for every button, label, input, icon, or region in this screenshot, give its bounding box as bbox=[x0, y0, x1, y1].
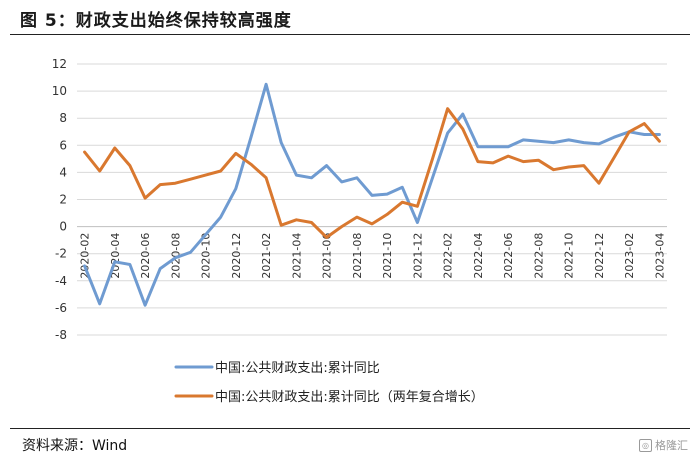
x-tick-label: 2020-06 bbox=[139, 233, 152, 279]
x-tick-label: 2021-06 bbox=[321, 233, 334, 279]
x-tick-label: 2022-04 bbox=[472, 233, 485, 279]
x-tick-label: 2023-02 bbox=[623, 233, 636, 279]
legend-label: 中国:公共财政支出:累计同比 bbox=[215, 361, 380, 376]
y-tick-label: 12 bbox=[52, 57, 67, 71]
y-tick-label: 6 bbox=[59, 138, 67, 152]
y-tick-label: -6 bbox=[55, 301, 67, 315]
bottom-rule bbox=[10, 428, 690, 429]
y-tick-label: -8 bbox=[55, 328, 67, 342]
series-line-2 bbox=[83, 107, 661, 239]
watermark-text: 格隆汇 bbox=[655, 439, 688, 452]
series-line-1 bbox=[83, 82, 661, 307]
x-tick-label: 2021-12 bbox=[411, 233, 424, 279]
watermark-logo-icon: ◎ bbox=[639, 438, 652, 452]
y-tick-label: 4 bbox=[59, 165, 67, 179]
figure-title: 图 5：财政支出始终保持较高强度 bbox=[20, 11, 292, 31]
y-tick-label: -2 bbox=[55, 247, 67, 261]
x-tick-label: 2021-02 bbox=[260, 233, 273, 279]
x-axis-ticks: 2020-02 2020-04 2020-06 2020-08 2020-10 2020-… bbox=[79, 233, 667, 279]
x-tick-label: 2023-04 bbox=[653, 233, 666, 279]
x-tick-label: 2021-10 bbox=[381, 233, 394, 279]
x-tick-label: 2022-06 bbox=[502, 233, 515, 279]
x-tick-label: 2021-08 bbox=[351, 233, 364, 279]
watermark: ◎ 格隆汇 bbox=[639, 437, 688, 453]
y-tick-label: 8 bbox=[59, 111, 67, 125]
x-tick-label: 2020-08 bbox=[169, 233, 182, 279]
y-axis-ticks: -8 -6 -4 -2 0 2 4 6 8 10 12 bbox=[52, 57, 67, 342]
source-note: 资料来源：Wind bbox=[22, 438, 128, 454]
x-tick-label: 2022-12 bbox=[593, 233, 606, 279]
x-tick-label: 2020-02 bbox=[79, 233, 92, 279]
legend-label: 中国:公共财政支出:累计同比（两年复合增长） bbox=[215, 390, 484, 405]
y-tick-label: 10 bbox=[52, 84, 67, 98]
x-tick-label: 2021-04 bbox=[290, 233, 303, 279]
y-tick-label: 0 bbox=[59, 220, 67, 234]
chart-series-lines bbox=[83, 82, 661, 307]
top-rule bbox=[10, 34, 690, 35]
x-tick-label: 2022-10 bbox=[563, 233, 576, 279]
chart-grid bbox=[77, 63, 667, 336]
x-tick-label: 2020-10 bbox=[200, 233, 213, 279]
x-tick-label: 2022-02 bbox=[442, 233, 455, 279]
y-tick-label: 2 bbox=[59, 193, 67, 207]
x-tick-label: 2022-08 bbox=[532, 233, 545, 279]
y-tick-label: -4 bbox=[55, 274, 67, 288]
x-tick-label: 2020-12 bbox=[230, 233, 243, 279]
